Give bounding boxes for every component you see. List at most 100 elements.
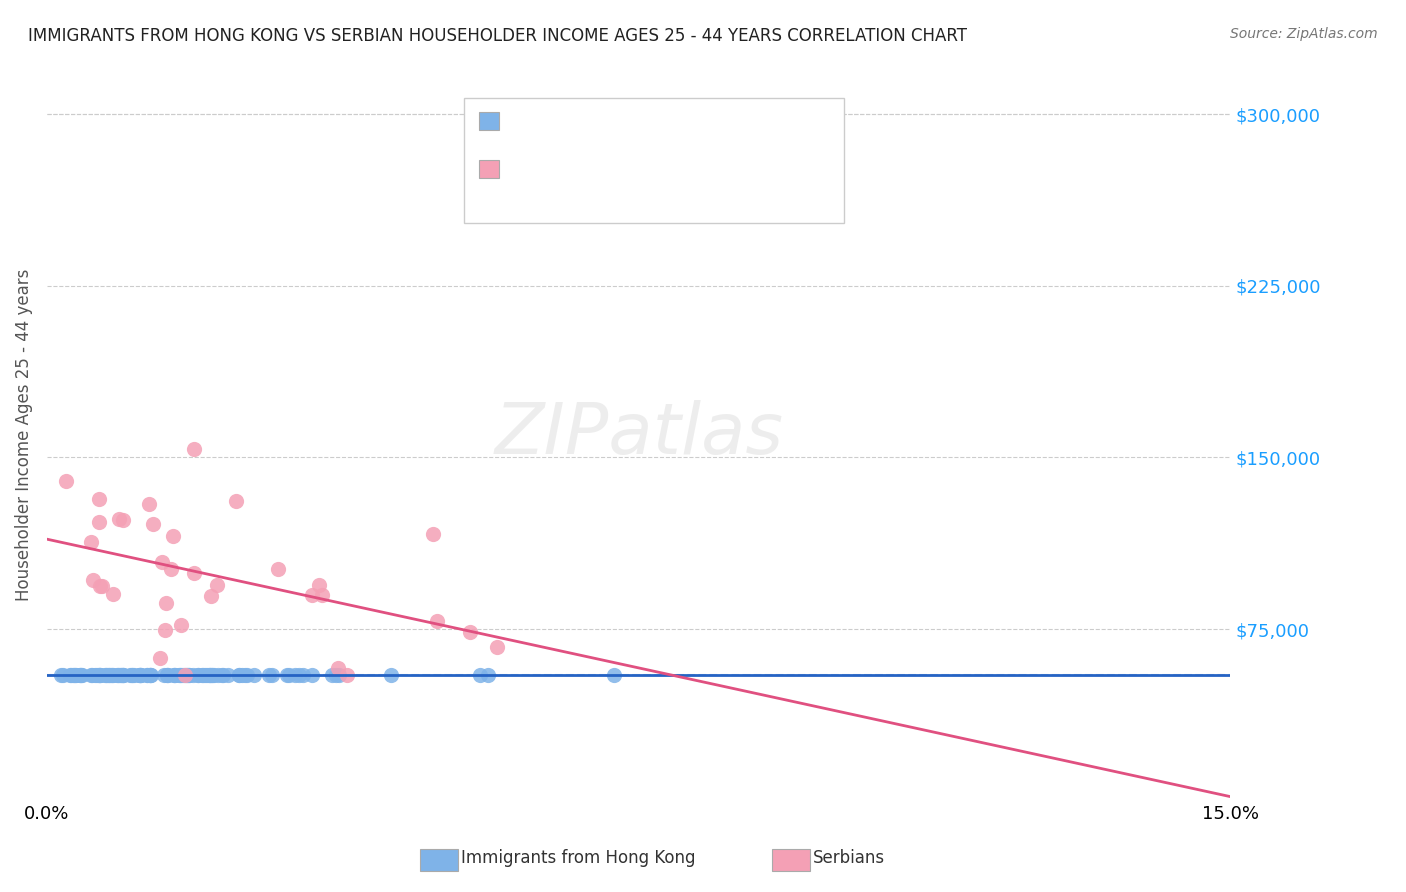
- Point: [112, 667, 135, 681]
- Point: [118, 667, 141, 681]
- Point: [138, 667, 160, 681]
- Point: [181, 667, 204, 681]
- Point: [191, 667, 214, 681]
- Point: [200, 589, 222, 603]
- Point: [87, 667, 110, 681]
- Point: [267, 562, 290, 576]
- Text: N =: N =: [647, 168, 683, 186]
- Point: [152, 555, 174, 569]
- Point: [110, 667, 132, 681]
- Point: [198, 667, 221, 681]
- Point: [336, 667, 359, 681]
- Point: [82, 573, 104, 587]
- Text: -0.025: -0.025: [541, 120, 600, 138]
- Point: [52, 667, 75, 681]
- Point: [63, 667, 86, 681]
- Point: [96, 667, 118, 681]
- Point: [108, 667, 131, 681]
- Point: [174, 667, 197, 681]
- Point: [129, 667, 152, 681]
- Point: [156, 667, 179, 681]
- Point: [284, 667, 307, 681]
- Point: [87, 515, 110, 529]
- Point: [301, 588, 323, 602]
- Text: -0.226: -0.226: [541, 168, 600, 186]
- Point: [217, 667, 239, 681]
- Point: [152, 667, 174, 681]
- Point: [70, 667, 93, 681]
- Text: Serbians: Serbians: [813, 849, 884, 867]
- Point: [163, 667, 186, 681]
- Point: [198, 667, 221, 681]
- Point: [89, 491, 111, 506]
- Point: [187, 667, 209, 681]
- Point: [62, 667, 84, 681]
- Point: [176, 667, 198, 681]
- Point: [468, 667, 491, 681]
- Point: [179, 667, 201, 681]
- Point: [110, 667, 132, 681]
- Point: [112, 667, 135, 681]
- Point: [155, 596, 177, 610]
- Point: [94, 667, 117, 681]
- Point: [98, 667, 121, 681]
- Point: [89, 667, 111, 681]
- Point: [80, 535, 103, 549]
- Point: [89, 667, 111, 681]
- Point: [458, 624, 481, 639]
- Point: [603, 667, 626, 681]
- Point: [128, 667, 150, 681]
- Point: [162, 529, 184, 543]
- Point: [169, 667, 191, 681]
- Point: [98, 667, 121, 681]
- Point: [169, 667, 191, 681]
- Point: [321, 667, 343, 681]
- Point: [211, 667, 233, 681]
- Point: [260, 667, 283, 681]
- Point: [225, 494, 247, 508]
- Point: [139, 667, 162, 681]
- Point: [129, 667, 152, 681]
- Point: [139, 667, 162, 681]
- Point: [156, 667, 179, 681]
- Point: [129, 667, 152, 681]
- Point: [149, 651, 172, 665]
- Point: [426, 614, 449, 628]
- Point: [174, 667, 197, 681]
- Point: [160, 562, 183, 576]
- Point: [112, 667, 135, 681]
- Point: [108, 512, 131, 526]
- Point: [207, 667, 229, 681]
- Y-axis label: Householder Income Ages 25 - 44 years: Householder Income Ages 25 - 44 years: [15, 268, 32, 600]
- Point: [228, 667, 250, 681]
- Text: ZIPatlas: ZIPatlas: [494, 401, 783, 469]
- Point: [65, 667, 87, 681]
- Point: [291, 667, 314, 681]
- Point: [477, 667, 499, 681]
- Point: [179, 667, 201, 681]
- Text: 105: 105: [686, 120, 721, 138]
- Point: [311, 588, 333, 602]
- Point: [243, 667, 266, 681]
- Point: [202, 667, 225, 681]
- Point: [288, 667, 311, 681]
- Point: [94, 667, 117, 681]
- Point: [121, 667, 143, 681]
- Point: [70, 667, 93, 681]
- Point: [112, 512, 135, 526]
- Point: [170, 617, 193, 632]
- Point: [103, 587, 125, 601]
- Point: [89, 667, 111, 681]
- Point: [231, 667, 253, 681]
- Point: [422, 527, 444, 541]
- Point: [172, 667, 194, 681]
- Point: [49, 667, 72, 681]
- Point: [124, 667, 146, 681]
- Point: [176, 667, 198, 681]
- Point: [212, 667, 235, 681]
- Point: [69, 667, 91, 681]
- Point: [55, 475, 77, 489]
- Point: [163, 667, 186, 681]
- Point: [101, 667, 124, 681]
- Point: [301, 667, 323, 681]
